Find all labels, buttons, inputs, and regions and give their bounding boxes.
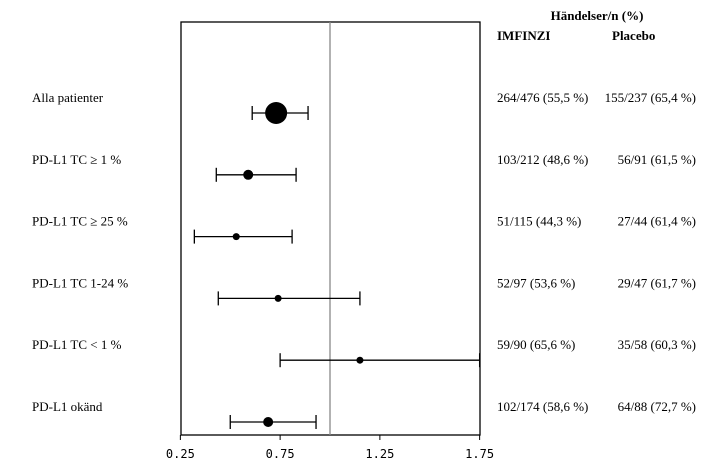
row-label: PD-L1 TC 1-24 % (32, 275, 128, 290)
point-estimate (356, 356, 364, 364)
x-tick-label: 1.75 (465, 447, 494, 461)
placebo-value: 35/58 (60,3 %) (618, 337, 696, 352)
forest-row: PD-L1 TC ≥ 1 % 103/212 (48,6 %) 56/91 (61,… (32, 152, 696, 182)
forest-row: PD-L1 TC 1-24 % 52/97 (53,6 %) 29/47 (61,7… (32, 275, 696, 306)
point-estimate (274, 294, 282, 302)
header-col-imfinzi: IMFINZI (497, 28, 550, 43)
placebo-value: 56/91 (61,5 %) (618, 152, 696, 167)
forest-row: PD-L1 okänd 102/174 (58,6 %) 64/88 (72,7 %… (32, 399, 696, 429)
x-tick-label: 0.75 (266, 447, 295, 461)
imfinzi-value: 102/174 (58,6 %) (497, 399, 588, 414)
x-axis: 0.25 0.75 1.25 1.75 (166, 435, 494, 461)
placebo-value: 155/237 (65,4 %) (605, 90, 696, 105)
forest-row: Alla patienter 264/476 (55,5 %) 155/237 (6… (32, 90, 696, 124)
imfinzi-value: 264/476 (55,5 %) (497, 90, 588, 105)
point-estimate (243, 169, 254, 180)
forest-row: PD-L1 TC < 1 % 59/90 (65,6 %) 35/58 (60,3 … (32, 337, 696, 368)
imfinzi-value: 103/212 (48,6 %) (497, 152, 588, 167)
row-label: PD-L1 TC ≥ 25 % (32, 214, 128, 229)
forest-rows: Alla patienter 264/476 (55,5 %) 155/237 (6… (32, 90, 696, 429)
header-title: Händelser/n (%) (551, 8, 644, 23)
placebo-value: 64/88 (72,7 %) (618, 399, 696, 414)
row-label: PD-L1 TC ≥ 1 % (32, 152, 121, 167)
header-col-placebo: Placebo (612, 28, 655, 43)
point-estimate (232, 233, 240, 241)
x-tick-label: 0.25 (166, 447, 195, 461)
placebo-value: 27/44 (61,4 %) (618, 214, 696, 229)
x-tick-label: 1.25 (365, 447, 394, 461)
point-estimate (263, 417, 274, 427)
row-label: PD-L1 TC < 1 % (32, 337, 122, 352)
imfinzi-value: 51/115 (44,3 %) (497, 214, 581, 229)
imfinzi-value: 52/97 (53,6 %) (497, 275, 575, 290)
row-label: Alla patienter (32, 90, 104, 105)
imfinzi-value: 59/90 (65,6 %) (497, 337, 575, 352)
forest-row: PD-L1 TC ≥ 25 % 51/115 (44,3 %) 27/44 (61,… (32, 214, 696, 244)
row-label: PD-L1 okänd (32, 399, 103, 414)
point-estimate (265, 102, 288, 124)
placebo-value: 29/47 (61,7 %) (618, 275, 696, 290)
